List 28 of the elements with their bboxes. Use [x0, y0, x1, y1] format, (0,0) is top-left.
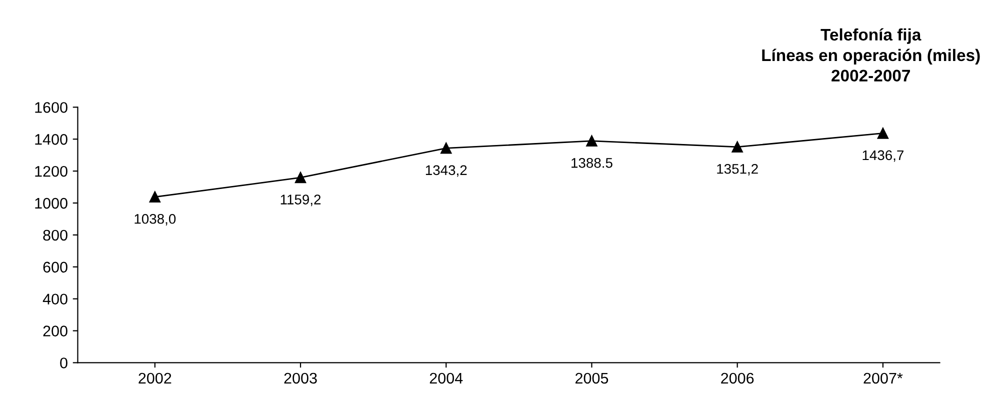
x-tick-label: 2004 [430, 372, 463, 384]
y-tick-label: 200 [43, 326, 68, 336]
x-tick-label: 2007* [864, 372, 903, 384]
data-label: 1159,2 [280, 194, 321, 206]
y-tick-label: 1000 [35, 198, 68, 209]
point [440, 142, 452, 154]
y-tick-label: 0 [60, 358, 68, 368]
point [732, 141, 743, 152]
data-label: 1343,2 [426, 165, 467, 177]
y-tick-label: 600 [43, 262, 68, 273]
x-tick-label: 2005 [576, 372, 608, 384]
y-tick-label: 400 [42, 294, 68, 305]
y-tick-label: 1600 [35, 102, 68, 113]
chart-title: Telefonía fija Líneas en operación (miles) 2002-2007 [762, 28, 980, 82]
data-label: 1388.5 [572, 158, 612, 168]
data-label: 1436,7 [862, 150, 904, 162]
point [877, 128, 888, 139]
x-tick-label: 2006 [721, 372, 754, 384]
x-tick-label: 2003 [284, 372, 317, 384]
x-tick-label: 2002 [138, 372, 172, 384]
y-tick-label: 800 [43, 230, 68, 241]
point [294, 172, 306, 184]
y-tick-label: 1200 [35, 166, 68, 177]
point [586, 135, 598, 147]
data-label: 1351,2 [717, 164, 758, 176]
y-tick-label: 1400 [35, 134, 68, 145]
point [149, 191, 160, 202]
data-label: 1038,0 [134, 214, 176, 226]
